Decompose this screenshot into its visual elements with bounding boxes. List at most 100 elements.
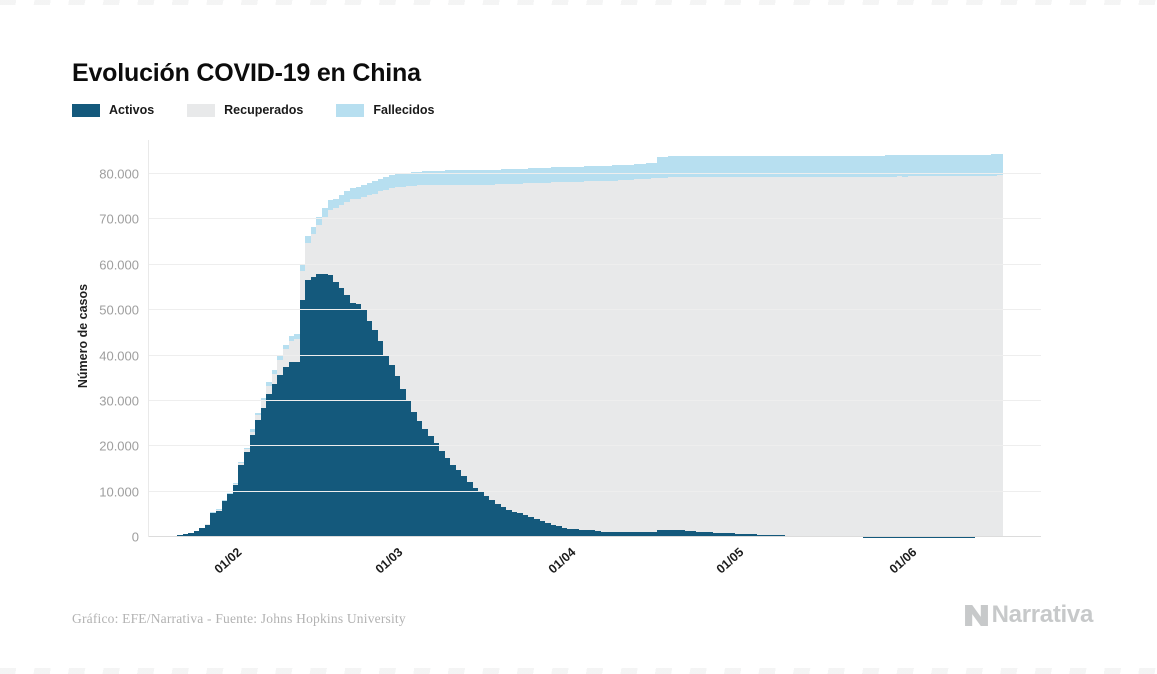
bar[interactable] xyxy=(439,140,445,537)
bar[interactable] xyxy=(372,140,378,537)
bar[interactable] xyxy=(204,140,211,537)
bar[interactable] xyxy=(361,140,367,537)
bar[interactable] xyxy=(762,140,769,537)
bar[interactable] xyxy=(344,140,350,537)
bar[interactable] xyxy=(472,140,479,537)
bar[interactable] xyxy=(745,140,752,537)
legend-item-activos[interactable]: Activos xyxy=(72,103,154,117)
bar[interactable] xyxy=(177,140,183,537)
bar[interactable] xyxy=(656,140,663,537)
bar[interactable] xyxy=(433,140,440,537)
bar[interactable] xyxy=(623,140,629,537)
bar[interactable] xyxy=(612,140,618,537)
bar[interactable] xyxy=(277,140,283,537)
bar[interactable] xyxy=(227,140,233,537)
bar[interactable] xyxy=(483,140,490,537)
bar[interactable] xyxy=(455,140,462,537)
bar-segment-activos xyxy=(349,302,356,537)
bar[interactable] xyxy=(578,140,585,537)
bar[interactable] xyxy=(266,140,272,537)
bar-segment-recuperados xyxy=(310,234,317,277)
bar-segment-fallecidos xyxy=(361,184,367,197)
bar[interactable] xyxy=(667,140,674,537)
bar[interactable] xyxy=(467,140,473,537)
bar[interactable] xyxy=(199,140,205,537)
bar[interactable] xyxy=(182,140,189,537)
bar[interactable] xyxy=(210,140,217,537)
bar[interactable] xyxy=(294,140,300,537)
bar[interactable] xyxy=(349,140,356,537)
bar[interactable] xyxy=(450,140,456,537)
bar[interactable] xyxy=(232,140,239,537)
bar[interactable] xyxy=(428,140,434,537)
bar[interactable] xyxy=(193,140,200,537)
bars-layer[interactable] xyxy=(177,140,1003,537)
bar[interactable] xyxy=(249,140,256,537)
bar[interactable] xyxy=(322,140,328,537)
bar-segment-recuperados xyxy=(779,176,786,536)
bar[interactable] xyxy=(662,140,668,537)
bar[interactable] xyxy=(511,140,518,537)
bar[interactable] xyxy=(188,140,194,537)
bar-segment-activos xyxy=(411,412,417,537)
bar[interactable] xyxy=(338,140,345,537)
bar[interactable] xyxy=(255,140,261,537)
bar[interactable] xyxy=(628,140,635,537)
bar[interactable] xyxy=(556,140,562,537)
bar[interactable] xyxy=(316,140,323,537)
bar[interactable] xyxy=(494,140,501,537)
bar[interactable] xyxy=(522,140,529,537)
bar[interactable] xyxy=(327,140,334,537)
bar[interactable] xyxy=(534,140,540,537)
bar[interactable] xyxy=(260,140,267,537)
bar[interactable] xyxy=(679,140,685,537)
bar[interactable] xyxy=(550,140,557,537)
bar[interactable] xyxy=(517,140,523,537)
bar[interactable] xyxy=(996,140,1003,537)
bar[interactable] xyxy=(545,140,551,537)
bar[interactable] xyxy=(416,140,423,537)
bar[interactable] xyxy=(310,140,317,537)
bar[interactable] xyxy=(282,140,289,537)
bar[interactable] xyxy=(394,140,401,537)
bar[interactable] xyxy=(411,140,417,537)
bar[interactable] xyxy=(617,140,624,537)
bar[interactable] xyxy=(299,140,306,537)
bar[interactable] xyxy=(539,140,546,537)
bar[interactable] xyxy=(673,140,680,537)
bar[interactable] xyxy=(695,140,702,537)
bar[interactable] xyxy=(528,140,534,537)
bar[interactable] xyxy=(634,140,640,537)
bar-segment-fallecidos xyxy=(846,155,852,177)
bar[interactable] xyxy=(366,140,373,537)
bar[interactable] xyxy=(221,140,228,537)
bar[interactable] xyxy=(500,140,507,537)
bar[interactable] xyxy=(422,140,429,537)
bar[interactable] xyxy=(444,140,451,537)
bar[interactable] xyxy=(355,140,362,537)
bar[interactable] xyxy=(489,140,495,537)
bar[interactable] xyxy=(405,140,412,537)
legend-item-fallecidos[interactable]: Fallecidos xyxy=(336,103,435,117)
bar[interactable] xyxy=(757,140,763,537)
bar[interactable] xyxy=(400,140,406,537)
bar-segment-recuperados xyxy=(467,184,473,483)
bar[interactable] xyxy=(478,140,484,537)
bar[interactable] xyxy=(333,140,339,537)
bar[interactable] xyxy=(461,140,468,537)
bar[interactable] xyxy=(377,140,384,537)
bar[interactable] xyxy=(751,140,758,537)
bar[interactable] xyxy=(238,140,244,537)
bar-segment-activos xyxy=(684,530,691,537)
bar[interactable] xyxy=(305,140,311,537)
bar[interactable] xyxy=(216,140,222,537)
bar[interactable] xyxy=(506,140,512,537)
bar-segment-fallecidos xyxy=(243,447,250,450)
bar[interactable] xyxy=(690,140,696,537)
bar[interactable] xyxy=(243,140,250,537)
bar[interactable] xyxy=(271,140,278,537)
bar[interactable] xyxy=(388,140,395,537)
bar[interactable] xyxy=(288,140,295,537)
legend-item-recuperados[interactable]: Recuperados xyxy=(187,103,303,117)
bar[interactable] xyxy=(684,140,691,537)
